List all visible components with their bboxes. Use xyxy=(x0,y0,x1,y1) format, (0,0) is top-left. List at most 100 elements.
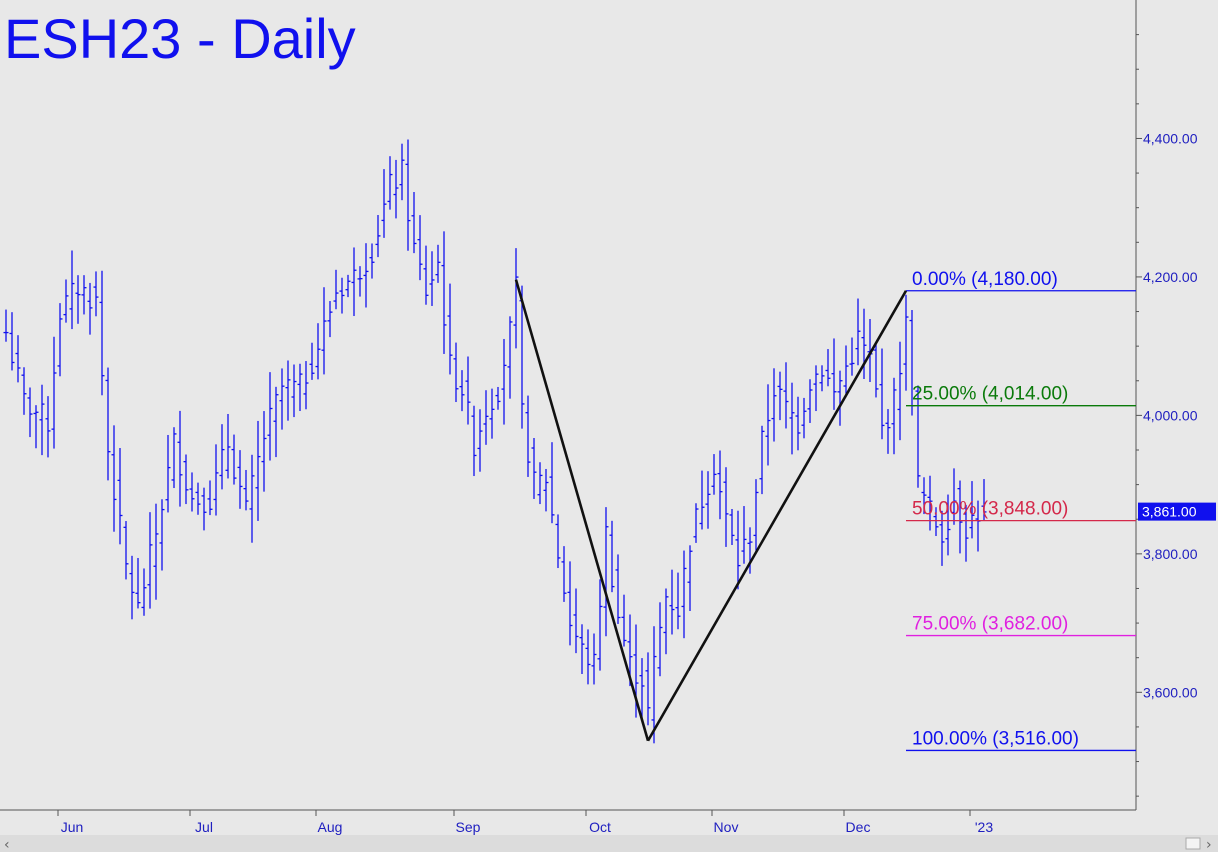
fib-level-label: 0.00% (4,180.00) xyxy=(912,269,1058,290)
ohlc-bar xyxy=(285,360,291,421)
ohlc-bar xyxy=(903,294,909,391)
ohlc-bar xyxy=(681,550,687,639)
ohlc-bar xyxy=(465,356,471,425)
y-tick-label: 3,600.00 xyxy=(1143,684,1198,700)
ohlc-bar xyxy=(255,420,261,521)
chart-title: ESH23 - Daily xyxy=(4,7,356,70)
ohlc-bar xyxy=(591,633,597,685)
ohlc-bar xyxy=(327,301,333,338)
ohlc-bar xyxy=(861,308,867,380)
horizontal-scrollbar[interactable]: ‹ › xyxy=(0,835,1218,852)
ohlc-bar xyxy=(795,396,801,451)
ohlc-bar xyxy=(219,424,225,490)
ohlc-bar xyxy=(531,438,537,499)
scrollbar-thumb[interactable] xyxy=(1185,837,1201,850)
ohlc-bar xyxy=(819,365,825,392)
ohlc-bar xyxy=(495,386,501,410)
ohlc-bar xyxy=(165,434,171,513)
ohlc-bar xyxy=(969,481,975,539)
ohlc-bar xyxy=(405,139,411,251)
ohlc-bar xyxy=(399,143,405,201)
ohlc-bar xyxy=(411,192,417,254)
ohlc-bar xyxy=(267,372,273,461)
ohlc-bar xyxy=(357,266,363,297)
ohlc-bar xyxy=(45,396,51,458)
pattern-leg xyxy=(646,290,908,742)
ohlc-bar xyxy=(753,479,759,551)
fib-level-label: 25.00% (4,014.00) xyxy=(912,384,1068,405)
ohlc-bar xyxy=(57,303,63,377)
ohlc-bar xyxy=(333,269,339,310)
ohlc-bar xyxy=(555,514,561,569)
ohlc-bar xyxy=(387,156,393,210)
y-tick-label: 4,200.00 xyxy=(1143,269,1198,285)
ohlc-bar xyxy=(111,425,117,532)
ohlc-bar xyxy=(309,342,315,380)
ohlc-bar xyxy=(429,251,435,306)
ohlc-bar xyxy=(21,367,27,415)
ohlc-bar xyxy=(855,298,861,366)
ohlc-bar xyxy=(51,336,57,449)
scroll-right-icon[interactable]: › xyxy=(1206,837,1212,852)
ohlc-bar xyxy=(3,309,9,342)
ohlc-bar xyxy=(459,370,465,412)
ohlc-bar xyxy=(609,520,615,593)
ohlc-bar xyxy=(945,494,951,556)
abcd-pattern xyxy=(514,279,908,742)
ohlc-bar xyxy=(849,337,855,376)
ohlc-bar xyxy=(735,510,741,590)
ohlc-bar xyxy=(471,405,477,477)
ohlc-bar xyxy=(363,243,369,308)
ohlc-bar xyxy=(801,397,807,439)
x-tick-label: Aug xyxy=(318,819,343,835)
scroll-left-icon[interactable]: ‹ xyxy=(4,837,10,852)
ohlc-bar xyxy=(693,503,699,543)
x-tick-label: '23 xyxy=(975,819,993,835)
y-axis: 3,600.00 3,800.00 4,000.00 4,200.00 4,400.00… xyxy=(1136,34,1216,797)
ohlc-bar xyxy=(39,384,45,456)
fib-levels: 0.00% (4,180.00) 25.00% (4,014.00) 50.00% … xyxy=(906,269,1136,752)
ohlc-bar xyxy=(657,602,663,677)
ohlc-bar xyxy=(813,365,819,412)
axis-background xyxy=(1136,0,1218,810)
ohlc-bar xyxy=(891,377,897,455)
ohlc-bar xyxy=(783,362,789,429)
ohlc-bar xyxy=(585,629,591,685)
ohlc-bar xyxy=(663,588,669,655)
x-tick-label: Jun xyxy=(61,819,84,835)
ohlc-bar xyxy=(699,470,705,530)
ohlc-bar xyxy=(81,275,87,315)
ohlc-bar xyxy=(789,382,795,455)
ohlc-bar xyxy=(549,442,555,524)
ohlc-bar xyxy=(981,479,987,521)
ohlc-bar xyxy=(771,368,777,442)
ohlc-bar xyxy=(807,379,813,423)
x-tick-label: Jul xyxy=(195,819,213,835)
ohlc-bar xyxy=(195,482,201,515)
ohlc-bar xyxy=(837,370,843,426)
ohlc-bar xyxy=(603,507,609,637)
ohlc-bar xyxy=(417,215,423,281)
ohlc-bar xyxy=(63,279,69,323)
ohlc-bar xyxy=(75,275,81,324)
ohlc-bar xyxy=(687,545,693,612)
ohlc-bar xyxy=(543,468,549,512)
ohlc-bar xyxy=(369,243,375,279)
ohlc-bar xyxy=(927,475,933,531)
ohlc-bar xyxy=(189,472,195,512)
ohlc-bar xyxy=(879,348,885,440)
ohlc-bar xyxy=(381,169,387,238)
ohlc-bar xyxy=(675,572,681,630)
ohlc-bar xyxy=(303,361,309,410)
ohlc-bar xyxy=(669,569,675,635)
ohlc-bar xyxy=(237,450,243,509)
ohlc-bar xyxy=(501,338,507,425)
ohlc-bar xyxy=(639,658,645,720)
plot-background xyxy=(0,0,1136,810)
ohlc-bar xyxy=(441,231,447,354)
ohlc-bar xyxy=(747,527,753,574)
scrollbar-track[interactable] xyxy=(0,835,1218,852)
ohlc-bar xyxy=(351,247,357,317)
ohlc-bar xyxy=(873,344,879,398)
ohlc-bar xyxy=(213,444,219,516)
